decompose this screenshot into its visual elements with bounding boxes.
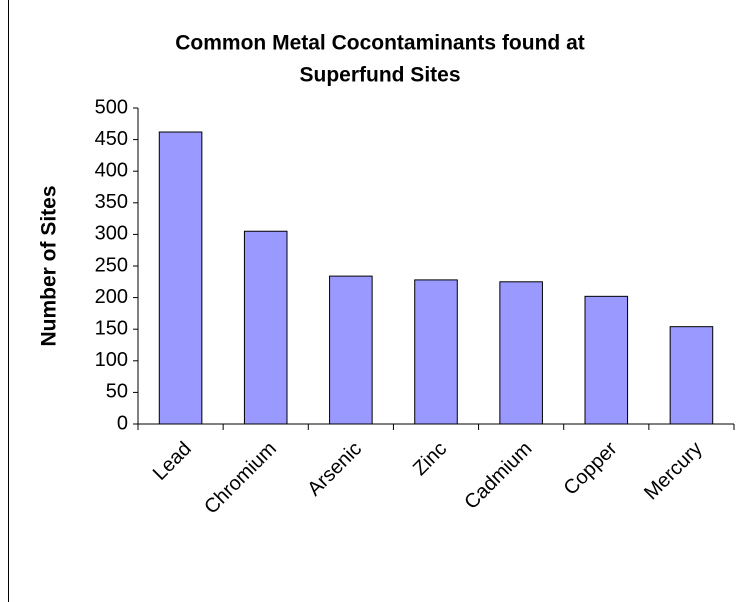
- chart-title: Superfund Sites: [299, 64, 460, 87]
- y-tick-label: 500: [95, 96, 128, 118]
- y-tick-label: 450: [95, 128, 128, 150]
- y-tick-label: 150: [95, 317, 128, 339]
- y-tick-label: 350: [95, 191, 128, 213]
- bar: [669, 326, 714, 425]
- y-tick-label: 300: [95, 223, 128, 245]
- y-tick-label: 100: [95, 349, 128, 371]
- y-tick-label: 200: [95, 286, 128, 308]
- y-tick-label: 0: [117, 412, 128, 434]
- y-tick-label: 250: [95, 254, 128, 276]
- bar: [584, 295, 629, 425]
- y-tick-label: 400: [95, 159, 128, 181]
- bar: [414, 279, 458, 425]
- bar: [329, 275, 373, 425]
- bar: [499, 281, 543, 425]
- bar: [158, 131, 203, 425]
- bar: [243, 230, 288, 425]
- chart-title: Common Metal Cocontaminants found at: [175, 32, 585, 55]
- y-axis-label: Number of Sites: [38, 185, 61, 346]
- y-tick-label: 50: [106, 381, 128, 403]
